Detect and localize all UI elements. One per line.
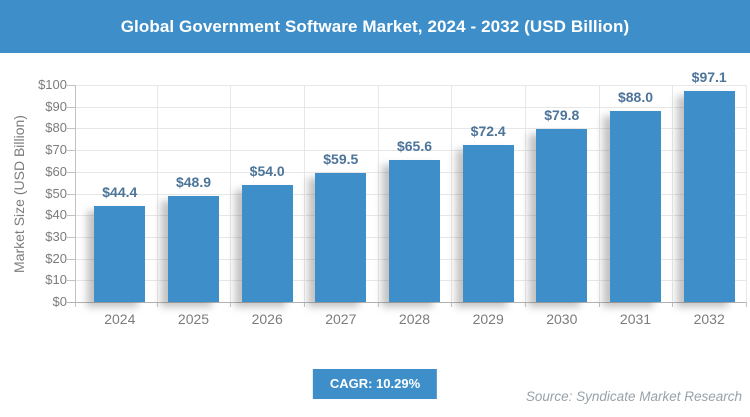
y-gridline: [75, 128, 746, 130]
bar-value-label: $79.8: [544, 106, 580, 123]
x-category-label: 2032: [693, 311, 725, 327]
y-tick-label: $70: [45, 142, 67, 158]
y-tick-label: $40: [45, 207, 67, 223]
x-category-label: 2024: [104, 311, 136, 327]
bar-2031: [610, 111, 661, 302]
x-tick: [377, 302, 379, 307]
bar-2029: [462, 144, 514, 302]
x-tick: [304, 302, 305, 307]
y-tick-label: $90: [45, 98, 67, 114]
bar-2028: [389, 159, 440, 302]
x-category-label: 2026: [251, 311, 283, 327]
bar-value-label: $59.5: [323, 150, 359, 167]
y-tick: [67, 150, 75, 152]
x-tick: [598, 302, 600, 307]
source-text: Source: Syndicate Market Research: [525, 389, 742, 404]
y-tick: [67, 236, 75, 238]
x-tick: [75, 302, 76, 307]
x-gridline: [304, 85, 305, 302]
y-axis-line: [75, 85, 76, 302]
bar-value-label: $88.0: [617, 89, 654, 105]
y-tick: [67, 280, 75, 282]
bar-2027: [315, 172, 367, 302]
x-tick: [156, 302, 158, 307]
y-tick-label: $20: [45, 250, 67, 266]
y-tick: [67, 193, 75, 195]
y-gridline: [75, 85, 746, 86]
y-tick: [67, 106, 75, 108]
x-category-label: 2025: [177, 311, 210, 327]
y-tick: [67, 215, 75, 217]
y-tick: [67, 128, 75, 130]
x-gridline: [746, 85, 747, 302]
x-category-label: 2029: [472, 311, 504, 327]
bar-2026: [241, 184, 293, 302]
bar-2030: [536, 128, 588, 302]
x-tick: [230, 302, 232, 307]
y-tick-label: $80: [45, 120, 67, 136]
bar-value-label: $65.6: [396, 137, 433, 154]
y-tick: [67, 171, 75, 173]
y-tick-label: $10: [45, 272, 67, 288]
bar-value-label: $48.9: [175, 173, 212, 190]
y-tick-label: $30: [45, 228, 67, 244]
plot-area: $0 $10 $20 $30 $40 $50 $60 $70 $80 $90 $100 $44.4 20…: [38, 69, 747, 327]
x-gridline: [230, 85, 232, 302]
x-tick: [746, 302, 747, 307]
x-gridline: [598, 85, 600, 302]
y-tick-label: $50: [45, 185, 67, 201]
y-tick: [67, 85, 75, 86]
y-tick-label: $60: [45, 163, 67, 179]
x-gridline: [156, 85, 158, 302]
x-category-label: 2030: [546, 311, 578, 327]
x-tick: [525, 302, 526, 307]
title-bar: Global Government Software Market, 2024 …: [0, 0, 750, 53]
x-category-label: 2028: [398, 311, 431, 327]
y-gridline: [75, 150, 746, 152]
bar-value-label: $97.1: [691, 69, 727, 86]
bar-value-label: $54.0: [249, 162, 285, 179]
cagr-badge: CAGR: 10.29%: [312, 369, 438, 399]
bar-2024: [94, 205, 146, 302]
bar-2032: [683, 91, 735, 302]
x-tick: [672, 302, 674, 307]
x-category-label: 2027: [325, 311, 357, 327]
bar-value-label: $72.4: [470, 122, 506, 139]
y-tick-label: $100: [38, 77, 67, 92]
y-gridline: [75, 106, 746, 108]
x-gridline: [672, 85, 674, 302]
chart-title: Global Government Software Market, 2024 …: [120, 16, 630, 36]
bar-value-label: $44.4: [102, 183, 138, 200]
x-axis-line: [67, 302, 746, 303]
x-gridline: [377, 85, 379, 302]
y-tick: [67, 258, 75, 260]
y-tick-label: $0: [52, 294, 67, 309]
x-category-label: 2031: [619, 311, 652, 327]
x-gridline: [525, 85, 526, 302]
x-tick: [451, 302, 453, 307]
bar-2025: [168, 195, 219, 302]
x-gridline: [451, 85, 453, 302]
